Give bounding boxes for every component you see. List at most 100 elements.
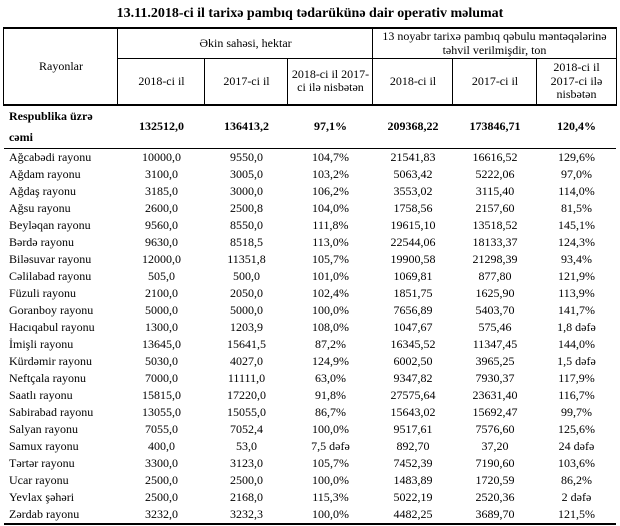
table-row: Ağcabədi rayonu 10000,0 9550,0 104,7% 21… xyxy=(4,148,616,166)
header-area-ratio: 2018-ci il 2017-ci ilə nisbətən xyxy=(287,58,374,106)
row-label: Salyan rayonu xyxy=(8,421,78,436)
table-cell: 86,2% xyxy=(560,472,592,487)
table-row: Kürdəmir rayonu 5030,0 4027,0 124,9% 600… xyxy=(4,353,616,370)
table-cell: 103,2% xyxy=(311,166,349,181)
table-cell: 2157,60 xyxy=(475,200,515,215)
table-cell: 173846,71 xyxy=(452,104,537,149)
table-cell: 1069,81 xyxy=(393,268,433,283)
table-body: Respublika üzrə cəmi 132512,0 136413,2 9… xyxy=(3,104,616,525)
table-cell: 2168,0 xyxy=(229,489,263,504)
table-cell: 5222,06 xyxy=(475,166,515,181)
row-label: Neftçala rayonu xyxy=(8,370,86,385)
table-cell: 3300,0 xyxy=(144,455,178,470)
table-cell: 7930,37 xyxy=(475,370,515,385)
table-cell: 3005,0 xyxy=(229,166,263,181)
table-cell: 93,4% xyxy=(560,251,592,266)
table-cell: 3123,0 xyxy=(229,455,263,470)
table-cell: 7190,60 xyxy=(475,455,515,470)
table-cell: 108,0% xyxy=(311,319,349,334)
table-cell: 87,2% xyxy=(314,336,346,351)
table-cell: 3115,40 xyxy=(475,183,515,198)
table-cell: 3100,0 xyxy=(144,166,178,181)
table-cell: 7055,0 xyxy=(144,421,178,436)
table-cell: 115,3% xyxy=(312,489,349,504)
table-cell: 106,2% xyxy=(311,183,349,198)
row-label: Samux rayonu xyxy=(8,438,79,453)
row-label: Ucar rayonu xyxy=(8,472,69,487)
table-cell: 100,0% xyxy=(311,472,349,487)
table-row: Ağdam rayonu 3100,0 3005,0 103,2% 5063,4… xyxy=(4,166,616,183)
row-label: Ağdaş rayonu xyxy=(8,183,76,198)
table-cell: 1758,56 xyxy=(393,200,433,215)
table-cell: 1047,67 xyxy=(393,319,433,334)
table-cell: 27575,64 xyxy=(390,387,436,402)
table-cell: 2600,0 xyxy=(144,200,178,215)
row-label: Bərdə rayonu xyxy=(8,234,74,249)
table-cell: 15692,47 xyxy=(472,404,518,419)
table-cell: 105,7% xyxy=(311,251,349,266)
header-delivered-2017: 2017-ci il xyxy=(452,58,538,106)
header-group-sown-area: Əkin sahəsi, hektar xyxy=(117,27,374,59)
table-cell: 86,7% xyxy=(314,404,346,419)
row-label: Hacıqabul rayonu xyxy=(8,319,95,334)
table-cell: 19900,58 xyxy=(390,251,436,266)
table-row: Saatlı rayonu 15815,0 17220,0 91,8% 2757… xyxy=(4,387,616,404)
table-cell: 1851,75 xyxy=(393,285,433,300)
table-cell: 2500,0 xyxy=(144,489,178,504)
table-cell: 97,0% xyxy=(560,166,592,181)
table-cell: 7052,4 xyxy=(229,421,263,436)
table-cell: 19615,10 xyxy=(390,217,436,232)
table-cell: 97,1% xyxy=(287,104,373,149)
table-cell: 7000,0 xyxy=(144,370,178,385)
table-cell: 63,0% xyxy=(314,370,346,385)
table-cell: 5403,70 xyxy=(475,302,515,317)
table-cell: 9550,0 xyxy=(229,149,263,164)
table-row: Zərdab rayonu 3232,0 3232,3 100,0% 4482,… xyxy=(3,505,616,525)
header-delivered-2018: 2018-ci il xyxy=(372,58,454,106)
table-cell: 124,3% xyxy=(557,234,595,249)
table-cell: 22544,06 xyxy=(390,234,436,249)
table-cell: 145,1% xyxy=(557,217,595,232)
table-cell: 9630,0 xyxy=(144,234,178,249)
table-cell: 104,7% xyxy=(311,149,349,164)
table-cell: 16345,52 xyxy=(390,336,436,351)
table-cell: 505,0 xyxy=(147,268,175,283)
table-cell: 3689,70 xyxy=(452,505,537,525)
table-row: Salyan rayonu 7055,0 7052,4 100,0% 9517,… xyxy=(4,421,616,438)
table-cell: 2520,36 xyxy=(475,489,515,504)
table-cell: 21541,83 xyxy=(390,149,436,164)
table-cell: 11347,45 xyxy=(472,336,518,351)
table-row: Yevlax şəhəri 2500,0 2168,0 115,3% 5022,… xyxy=(4,489,616,506)
header-sub-row: 2018-ci il 2017-ci il 2018-ci il 2017-ci… xyxy=(4,58,617,106)
table-cell: 121,5% xyxy=(536,505,616,525)
table-cell: 3185,0 xyxy=(144,183,178,198)
table-cell: 18133,37 xyxy=(472,234,518,249)
table-cell: 8518,5 xyxy=(229,234,263,249)
table-cell: 11351,8 xyxy=(227,251,266,266)
table-row: İmişli rayonu 13645,0 15641,5 87,2% 1634… xyxy=(4,336,616,353)
table-cell: 1625,90 xyxy=(475,285,515,300)
table-cell: 111,8% xyxy=(312,217,349,232)
table-cell: 3232,0 xyxy=(117,505,205,525)
table-cell: 103,6% xyxy=(557,455,595,470)
table-cell: 1,5 dəfə xyxy=(557,353,596,368)
table-cell: 3965,25 xyxy=(475,353,515,368)
table-cell: 209368,22 xyxy=(372,104,453,149)
table-cell: 7,5 dəfə xyxy=(311,438,350,453)
table-cell: 9517,61 xyxy=(393,421,433,436)
table-cell: 132512,0 xyxy=(117,104,205,149)
table-cell: 3232,3 xyxy=(204,505,288,525)
row-label: Ağdam rayonu xyxy=(8,166,81,181)
table-cell: 13055,0 xyxy=(141,404,181,419)
header-delivered-ratio: 2018-ci il 2017-ci ilə nisbətən xyxy=(536,58,617,106)
table-cell: 124,9% xyxy=(311,353,349,368)
table-cell: 114,0% xyxy=(558,183,595,198)
table-cell: 91,8% xyxy=(314,387,346,402)
table-cell: 15641,5 xyxy=(226,336,266,351)
table-cell: 3553,02 xyxy=(393,183,433,198)
table-cell: 575,46 xyxy=(478,319,512,334)
row-label: Zərdab rayonu xyxy=(3,505,118,525)
table-cell: 400,0 xyxy=(147,438,175,453)
table-cell: 4482,25 xyxy=(372,505,453,525)
table-cell: 100,0% xyxy=(311,421,349,436)
